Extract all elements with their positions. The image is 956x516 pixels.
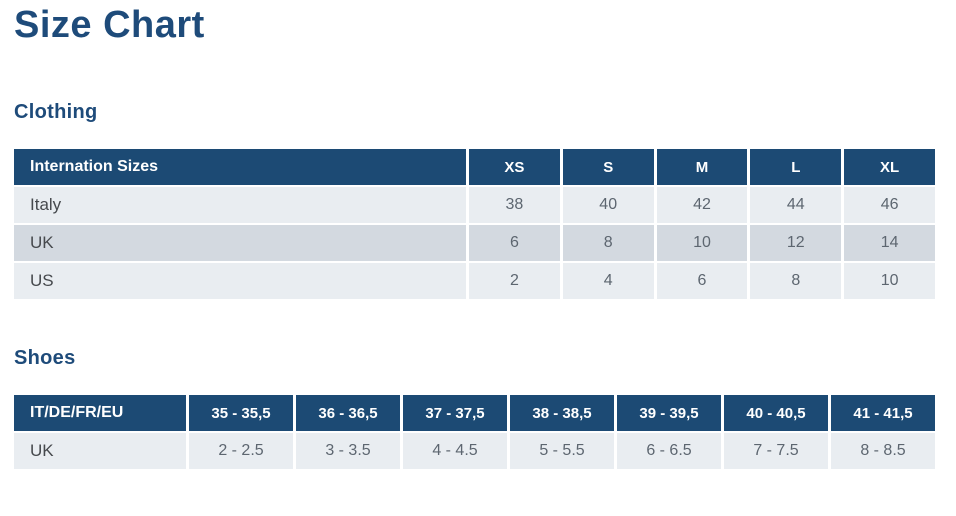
table-cell: 12 bbox=[750, 225, 842, 261]
section-shoes: Shoes IT/DE/FR/EU 35 - 35,5 36 - 36,5 37… bbox=[14, 347, 936, 469]
shoes-header-size: 37 - 37,5 bbox=[403, 395, 507, 431]
table-cell: 8 - 8.5 bbox=[831, 433, 935, 469]
shoes-header-size: 40 - 40,5 bbox=[724, 395, 828, 431]
table-cell: 8 bbox=[750, 263, 842, 299]
table-cell: 2 - 2.5 bbox=[189, 433, 293, 469]
shoes-size-table: IT/DE/FR/EU 35 - 35,5 36 - 36,5 37 - 37,… bbox=[14, 395, 935, 469]
page-title: Size Chart bbox=[14, 4, 205, 46]
table-row-us: US 2 4 6 8 10 bbox=[14, 263, 935, 299]
shoes-header-size: 41 - 41,5 bbox=[831, 395, 935, 431]
table-cell: 2 bbox=[469, 263, 560, 299]
table-cell: 44 bbox=[750, 187, 842, 223]
shoes-header-size: 36 - 36,5 bbox=[296, 395, 400, 431]
clothing-header-label-cell: Internation Sizes bbox=[14, 149, 466, 185]
table-cell: 10 bbox=[656, 225, 748, 261]
size-chart-page: Size Chart Clothing Internation Sizes XS… bbox=[14, 4, 936, 469]
shoes-header-label-cell: IT/DE/FR/EU bbox=[14, 395, 186, 431]
table-cell: 6 bbox=[469, 225, 560, 261]
row-label-uk: UK bbox=[14, 433, 186, 469]
table-cell: 4 bbox=[562, 263, 654, 299]
clothing-table-header-row: Internation Sizes XS S M L XL bbox=[14, 149, 935, 185]
section-heading-clothing: Clothing bbox=[14, 101, 98, 123]
table-cell: 14 bbox=[844, 225, 935, 261]
clothing-header-size-l: L bbox=[750, 149, 842, 185]
table-cell: 7 - 7.5 bbox=[724, 433, 828, 469]
table-cell: 6 bbox=[656, 263, 748, 299]
table-row-uk-shoes: UK 2 - 2.5 3 - 3.5 4 - 4.5 5 - 5.5 6 - 6… bbox=[14, 433, 935, 469]
row-label-uk: UK bbox=[14, 225, 466, 261]
table-cell: 40 bbox=[562, 187, 654, 223]
section-heading-shoes: Shoes bbox=[14, 347, 76, 369]
shoes-header-size: 38 - 38,5 bbox=[510, 395, 614, 431]
clothing-header-size-xl: XL bbox=[844, 149, 935, 185]
table-cell: 42 bbox=[656, 187, 748, 223]
table-cell: 3 - 3.5 bbox=[296, 433, 400, 469]
table-row-italy: Italy 38 40 42 44 46 bbox=[14, 187, 935, 223]
row-label-us: US bbox=[14, 263, 466, 299]
table-cell: 6 - 6.5 bbox=[617, 433, 721, 469]
shoes-table-header-row: IT/DE/FR/EU 35 - 35,5 36 - 36,5 37 - 37,… bbox=[14, 395, 935, 431]
section-clothing: Clothing Internation Sizes XS S M L XL I… bbox=[14, 101, 936, 299]
shoes-header-size: 39 - 39,5 bbox=[617, 395, 721, 431]
clothing-header-size-s: S bbox=[562, 149, 654, 185]
table-cell: 4 - 4.5 bbox=[403, 433, 507, 469]
shoes-header-size: 35 - 35,5 bbox=[189, 395, 293, 431]
table-cell: 8 bbox=[562, 225, 654, 261]
table-cell: 5 - 5.5 bbox=[510, 433, 614, 469]
table-cell: 10 bbox=[844, 263, 935, 299]
clothing-size-table: Internation Sizes XS S M L XL Italy 38 4… bbox=[14, 149, 935, 299]
table-cell: 38 bbox=[469, 187, 560, 223]
clothing-header-size-m: M bbox=[656, 149, 748, 185]
row-label-italy: Italy bbox=[14, 187, 466, 223]
table-row-uk-clothing: UK 6 8 10 12 14 bbox=[14, 225, 935, 261]
clothing-header-size-xs: XS bbox=[469, 149, 560, 185]
table-cell: 46 bbox=[844, 187, 935, 223]
